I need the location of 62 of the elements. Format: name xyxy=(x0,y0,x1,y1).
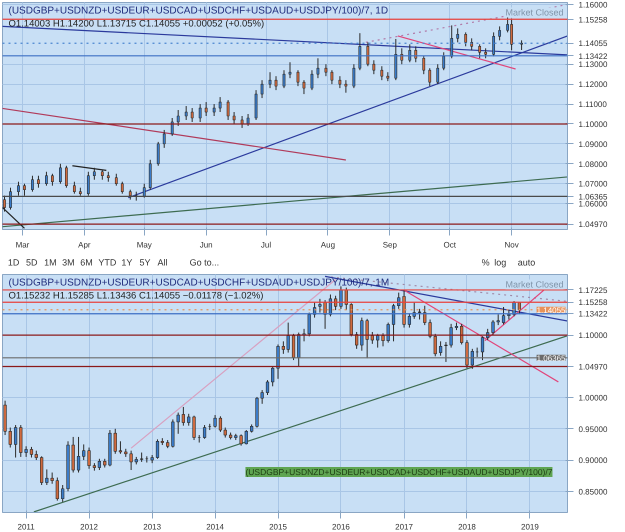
y-tick-label: 1.09000 xyxy=(578,140,608,149)
text: O1.15232 H1.15285 L1.13436 C1.14055 −0.01178 (−1.02%) xyxy=(8,290,264,302)
x-tick-label: 2015 xyxy=(269,522,288,532)
x-tick-label: 2014 xyxy=(206,522,225,532)
chart-title: (USDGBP+USDNZD+USDEUR+USDCAD+USDCHF+USDAUD+USDJPY/100)/7, 1D xyxy=(8,6,388,16)
annotation: (USDGBP+USDNZD+USDEUR+USDCAD+USDCHF+USDAUD+USDJPY/100)/7 xyxy=(245,467,553,478)
y-tick-label: 1.16000 xyxy=(578,0,608,10)
annotation: Market Closed xyxy=(505,280,564,290)
y-tick-label: 1.12000 xyxy=(578,80,608,90)
y-tick-label: 1.06000 xyxy=(578,200,608,209)
ref-line-label: 1.10000 xyxy=(578,331,608,340)
x-tick-label: Aug xyxy=(320,240,336,250)
text: log xyxy=(494,258,506,268)
ref-line-label: 1.17225 xyxy=(578,286,608,295)
text: 5Y xyxy=(139,258,150,268)
y-tick-label: 1.13000 xyxy=(578,60,608,70)
y-tick-label: 0.90000 xyxy=(578,456,608,466)
ref-line-label: 1.13422 xyxy=(578,310,608,319)
y-tick-label: 1.08000 xyxy=(578,160,608,169)
x-tick-label: Nov xyxy=(504,240,519,250)
x-tick-label: Mar xyxy=(16,240,30,250)
y-tick-label: 1.11000 xyxy=(578,100,608,110)
x-tick-label: 2017 xyxy=(395,522,414,532)
text: 1D xyxy=(8,258,20,268)
x-tick-label: Apr xyxy=(78,240,91,250)
ref-line-label: 1.06365 xyxy=(578,192,608,202)
text: 1Y xyxy=(121,258,132,268)
x-tick-label: 2016 xyxy=(332,522,350,532)
text: YTD xyxy=(98,258,117,268)
ref-line-label: 1.06365 xyxy=(536,354,566,363)
text: 3M xyxy=(62,258,75,268)
ref-line-label: 1.10000 xyxy=(578,120,608,129)
x-tick-label: 2019 xyxy=(521,522,540,532)
y-tick-label: 0.95000 xyxy=(578,424,608,434)
text: O1.14003 H1.14200 L1.13715 C1.14055 +0.00052 (+0.05%) xyxy=(8,18,264,30)
ref-line-label: 1.15258 xyxy=(578,15,608,24)
ref-line-label: 1.04970 xyxy=(578,362,608,372)
x-tick-label: 2018 xyxy=(458,522,476,532)
ref-line-label: 1.04970 xyxy=(578,220,608,230)
ref-line-label: 1.15258 xyxy=(578,298,608,308)
y-tick-label: 0.85000 xyxy=(578,487,608,496)
text: % xyxy=(482,258,490,268)
x-tick-label: Jul xyxy=(260,240,272,250)
x-tick-label: Jun xyxy=(200,240,213,250)
text: All xyxy=(158,258,168,268)
annotation: Market Closed xyxy=(505,8,564,18)
text: 6M xyxy=(80,258,93,268)
text: Go to... xyxy=(190,258,220,268)
x-tick-label: 2011 xyxy=(18,522,36,532)
x-tick-label: 2012 xyxy=(80,522,98,532)
ref-line-label: 1.14055 xyxy=(536,306,566,315)
text: auto xyxy=(518,258,536,268)
text: 1M xyxy=(44,258,57,268)
x-tick-label: May xyxy=(136,240,152,250)
text: 5D xyxy=(26,258,38,268)
x-tick-label: Oct xyxy=(443,240,457,250)
ref-line-label: 1.13422 xyxy=(578,52,608,61)
x-tick-label: Sep xyxy=(382,240,398,250)
y-tick-label: 1.07000 xyxy=(578,180,608,189)
y-tick-label: 1.00000 xyxy=(578,394,608,403)
x-tick-label: 2013 xyxy=(143,522,162,532)
ref-line-label: 1.14055 xyxy=(578,39,608,48)
